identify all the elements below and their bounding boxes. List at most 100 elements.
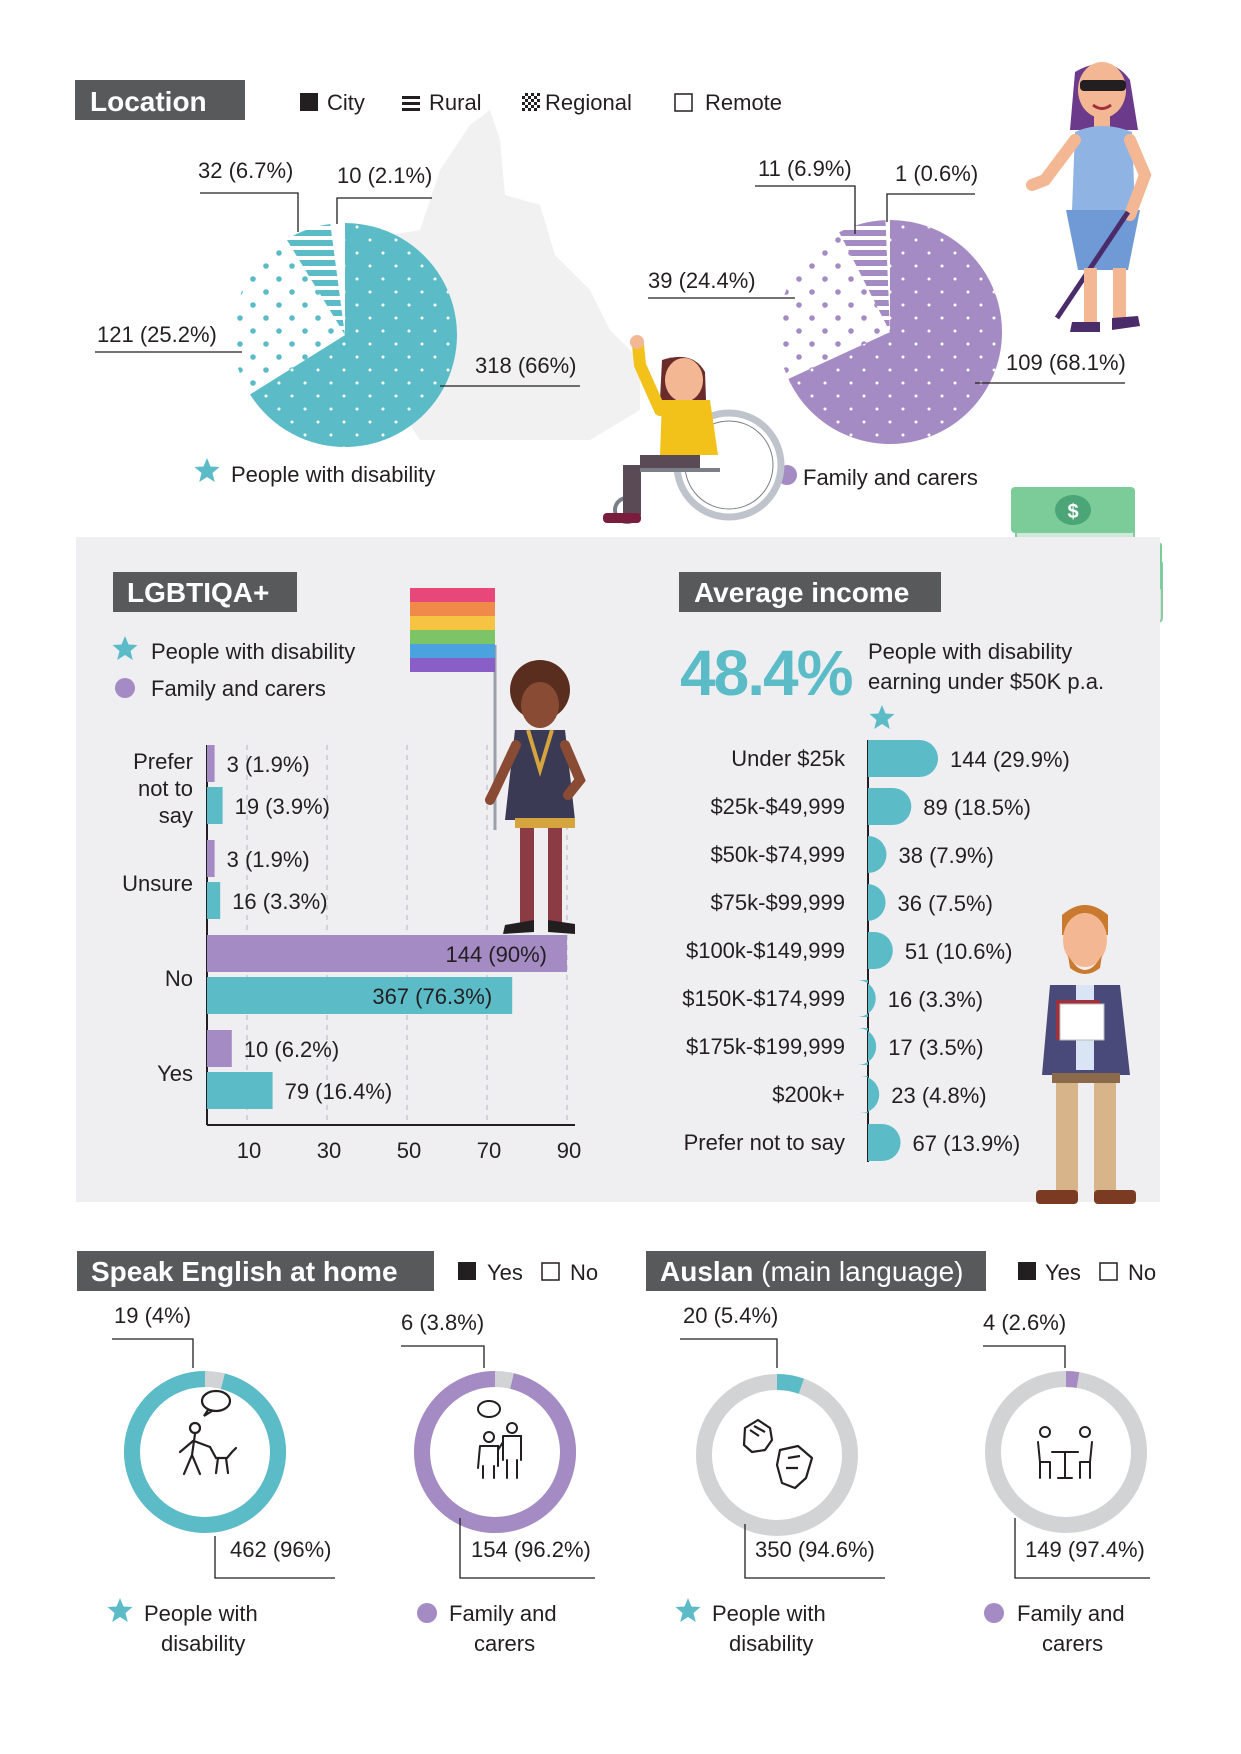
sign-language-hands-icon: [742, 1418, 814, 1490]
bar-value-label: 51 (10.6%): [905, 939, 1013, 964]
lgbtiqa-title-box: [113, 572, 297, 612]
bar: [868, 1124, 901, 1161]
bar-value-label: 16 (3.3%): [232, 889, 327, 914]
donut-ring: [696, 1374, 858, 1536]
leader-pwd-remote: [336, 197, 432, 224]
leader-en-pwd-no: [112, 1338, 194, 1368]
category-label: Yes: [157, 1061, 193, 1086]
category-label: Under $25k: [731, 746, 846, 771]
category-label: $50k-$74,999: [710, 842, 845, 867]
en-fc-yes-label: 154 (96.2%): [471, 1537, 591, 1562]
au-pwd-no-label: 350 (94.6%): [755, 1537, 875, 1562]
pie-slice-rural: [286, 223, 345, 335]
category-label: Prefer: [133, 749, 193, 774]
location-pie-fc: [778, 220, 1002, 445]
x-tick-label: 10: [237, 1138, 261, 1163]
income-bar-chart: Under $25k 144 (29.9%) $25k-$49,999 89 (18.…: [682, 740, 1070, 1162]
en-pwd-yes-label: 462 (96%): [230, 1537, 332, 1562]
english-fc-caption-line1: Family and: [449, 1601, 557, 1626]
english-pwd-caption-line2: disability: [161, 1631, 245, 1656]
leader-au-fc-no: [1014, 1518, 1150, 1579]
location-leader-lines: [95, 185, 1125, 387]
auslan-title: Auslan (main language): [660, 1256, 963, 1287]
wheelchair-user-illustration: [603, 335, 785, 524]
auslan-fc-caption-line2: carers: [1042, 1631, 1103, 1656]
lgbtiqa-title: LGBTIQA+: [127, 577, 269, 608]
category-label: $200k+: [772, 1082, 845, 1107]
income-title-box: [679, 572, 941, 612]
auslan-fc-caption-line1: Family and: [1017, 1601, 1125, 1626]
bar-value-label: 23 (4.8%): [891, 1083, 986, 1108]
auslan-legend-no-swatch: [1099, 1262, 1118, 1281]
auslan-title-box: [646, 1251, 986, 1291]
bar: [868, 740, 939, 777]
bar: [207, 1072, 273, 1109]
bar: [207, 935, 567, 972]
donut-segment-yes: [776, 1374, 804, 1394]
english-pwd-caption-line1: People with: [144, 1601, 258, 1626]
bar: [868, 788, 912, 826]
auslan-legend-no: No: [1128, 1260, 1156, 1285]
bar-value-label: 38 (7.9%): [898, 843, 993, 868]
bar: [207, 840, 215, 877]
man-with-book-illustration: [1036, 905, 1136, 1204]
category-label: $175k-$199,999: [686, 1034, 845, 1059]
location-title: Location: [90, 86, 207, 117]
english-pwd-caption: People with disability: [107, 1598, 258, 1656]
pie-slice-regional: [233, 239, 345, 395]
bar: [207, 882, 221, 919]
category-label: say: [159, 803, 193, 828]
pie-slice-regional: [778, 232, 890, 379]
leader-en-pwd-yes: [214, 1536, 335, 1579]
leader-fc-rural: [755, 185, 856, 234]
pie-slice-remote: [330, 223, 345, 335]
pie-slice-city-dots: [250, 223, 457, 448]
donut-segment-yes: [414, 1371, 576, 1533]
star-icon: [194, 458, 220, 482]
legend-rural: Rural: [429, 90, 482, 115]
english-legend-yes: Yes: [487, 1260, 523, 1285]
auslan-pwd-caption-line2: disability: [729, 1631, 813, 1656]
au-pwd-yes-label: 20 (5.4%): [683, 1303, 778, 1328]
category-label: No: [165, 966, 193, 991]
pie-slice-city-dots: [788, 220, 1002, 445]
leader-au-pwd-yes: [680, 1338, 778, 1368]
legend-regional-swatch: [522, 93, 540, 111]
fc-city-label: 109 (68.1%): [1006, 350, 1126, 375]
english-title: Speak English at home: [91, 1256, 398, 1287]
english-legend-yes-swatch: [458, 1262, 476, 1280]
x-tick-label: 50: [397, 1138, 421, 1163]
category-label: not to: [138, 776, 193, 801]
pie-slice-remote: [885, 220, 890, 332]
english-fc-caption: Family and carers: [417, 1601, 557, 1656]
bar: [860, 1076, 880, 1113]
pwd-remote-label: 10 (2.1%): [337, 163, 432, 188]
bar: [868, 932, 893, 969]
pwd-city-label: 318 (66%): [475, 353, 577, 378]
en-pwd-no-label: 19 (4%): [114, 1303, 191, 1328]
leader-au-fc-yes: [983, 1345, 1066, 1368]
auslan-fc-caption: Family and carers: [984, 1601, 1125, 1656]
bar: [867, 884, 886, 921]
location-pwd-legend: People with disability: [231, 462, 435, 487]
legend-city: City: [327, 90, 365, 115]
bar-value-label: 67 (13.9%): [913, 1131, 1021, 1156]
star-icon: [869, 705, 895, 729]
circle-icon: [417, 1603, 437, 1623]
bar: [207, 745, 215, 782]
bar: [857, 1028, 877, 1065]
auslan-title-bold: Auslan: [660, 1256, 753, 1287]
lgbtiqa-legend-fc: Family and carers: [151, 676, 326, 701]
leader-en-fc-no: [401, 1345, 485, 1368]
leader-fc-remote: [886, 193, 975, 222]
bar-value-label: 144 (90%): [445, 942, 547, 967]
location-title-box: [75, 80, 245, 120]
bar-value-label: 17 (3.5%): [888, 1035, 983, 1060]
fc-remote-label: 1 (0.6%): [895, 161, 978, 186]
leader-pwd-rural: [200, 192, 299, 232]
income-title: Average income: [694, 577, 909, 608]
location-legend: City Rural Regional Remote: [300, 90, 782, 115]
donut-segment-yes: [1065, 1370, 1080, 1388]
bar: [207, 977, 513, 1014]
